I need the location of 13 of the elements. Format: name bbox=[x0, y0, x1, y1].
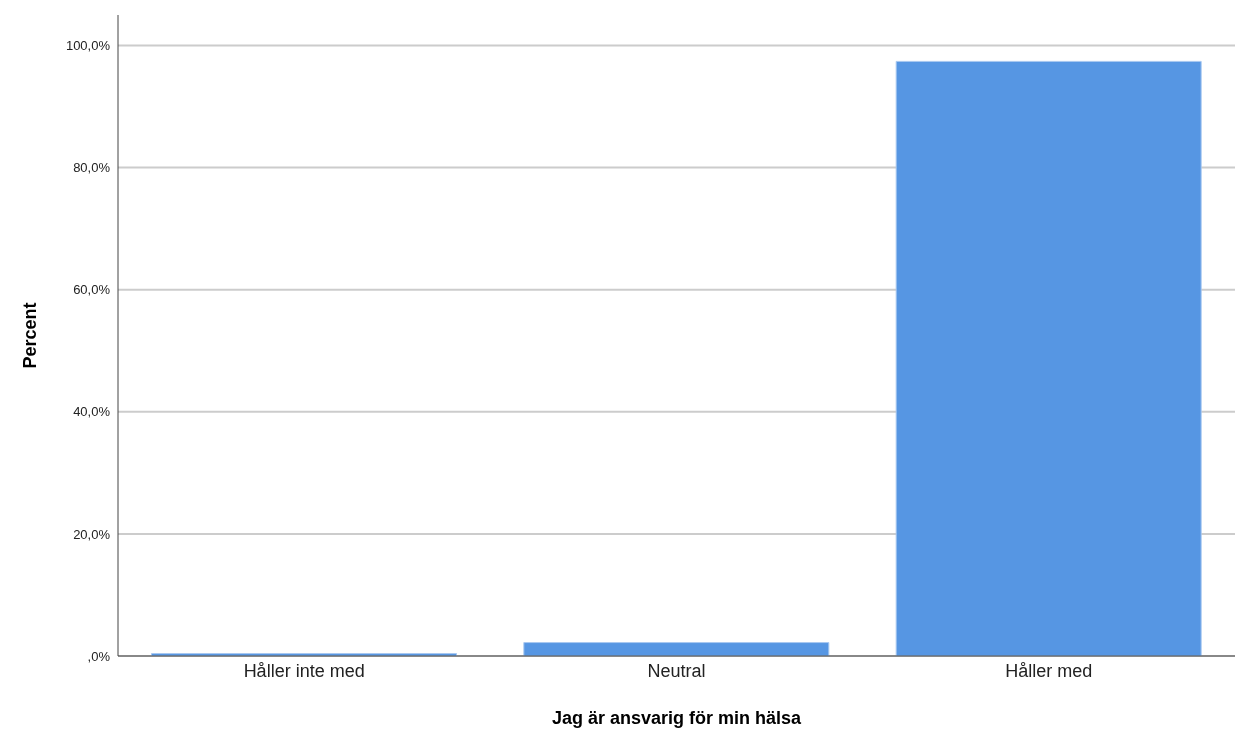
y-tick-label: 60,0% bbox=[73, 282, 111, 298]
bar bbox=[895, 60, 1202, 656]
x-tick-label: Neutral bbox=[647, 660, 706, 681]
y-tick-label: ,0% bbox=[87, 648, 111, 664]
y-axis-title: Percent bbox=[20, 302, 41, 369]
y-tick-label: 80,0% bbox=[73, 160, 111, 176]
y-tick-label: 100,0% bbox=[65, 38, 111, 54]
x-tick-label: Håller med bbox=[1005, 660, 1093, 681]
x-tick-label: Håller inte med bbox=[243, 660, 365, 681]
x-axis-title: Jag är ansvarig för min hälsa bbox=[551, 708, 803, 728]
y-tick-label: 20,0% bbox=[73, 526, 111, 542]
y-tick-label: 40,0% bbox=[73, 404, 111, 420]
bar bbox=[523, 642, 830, 656]
